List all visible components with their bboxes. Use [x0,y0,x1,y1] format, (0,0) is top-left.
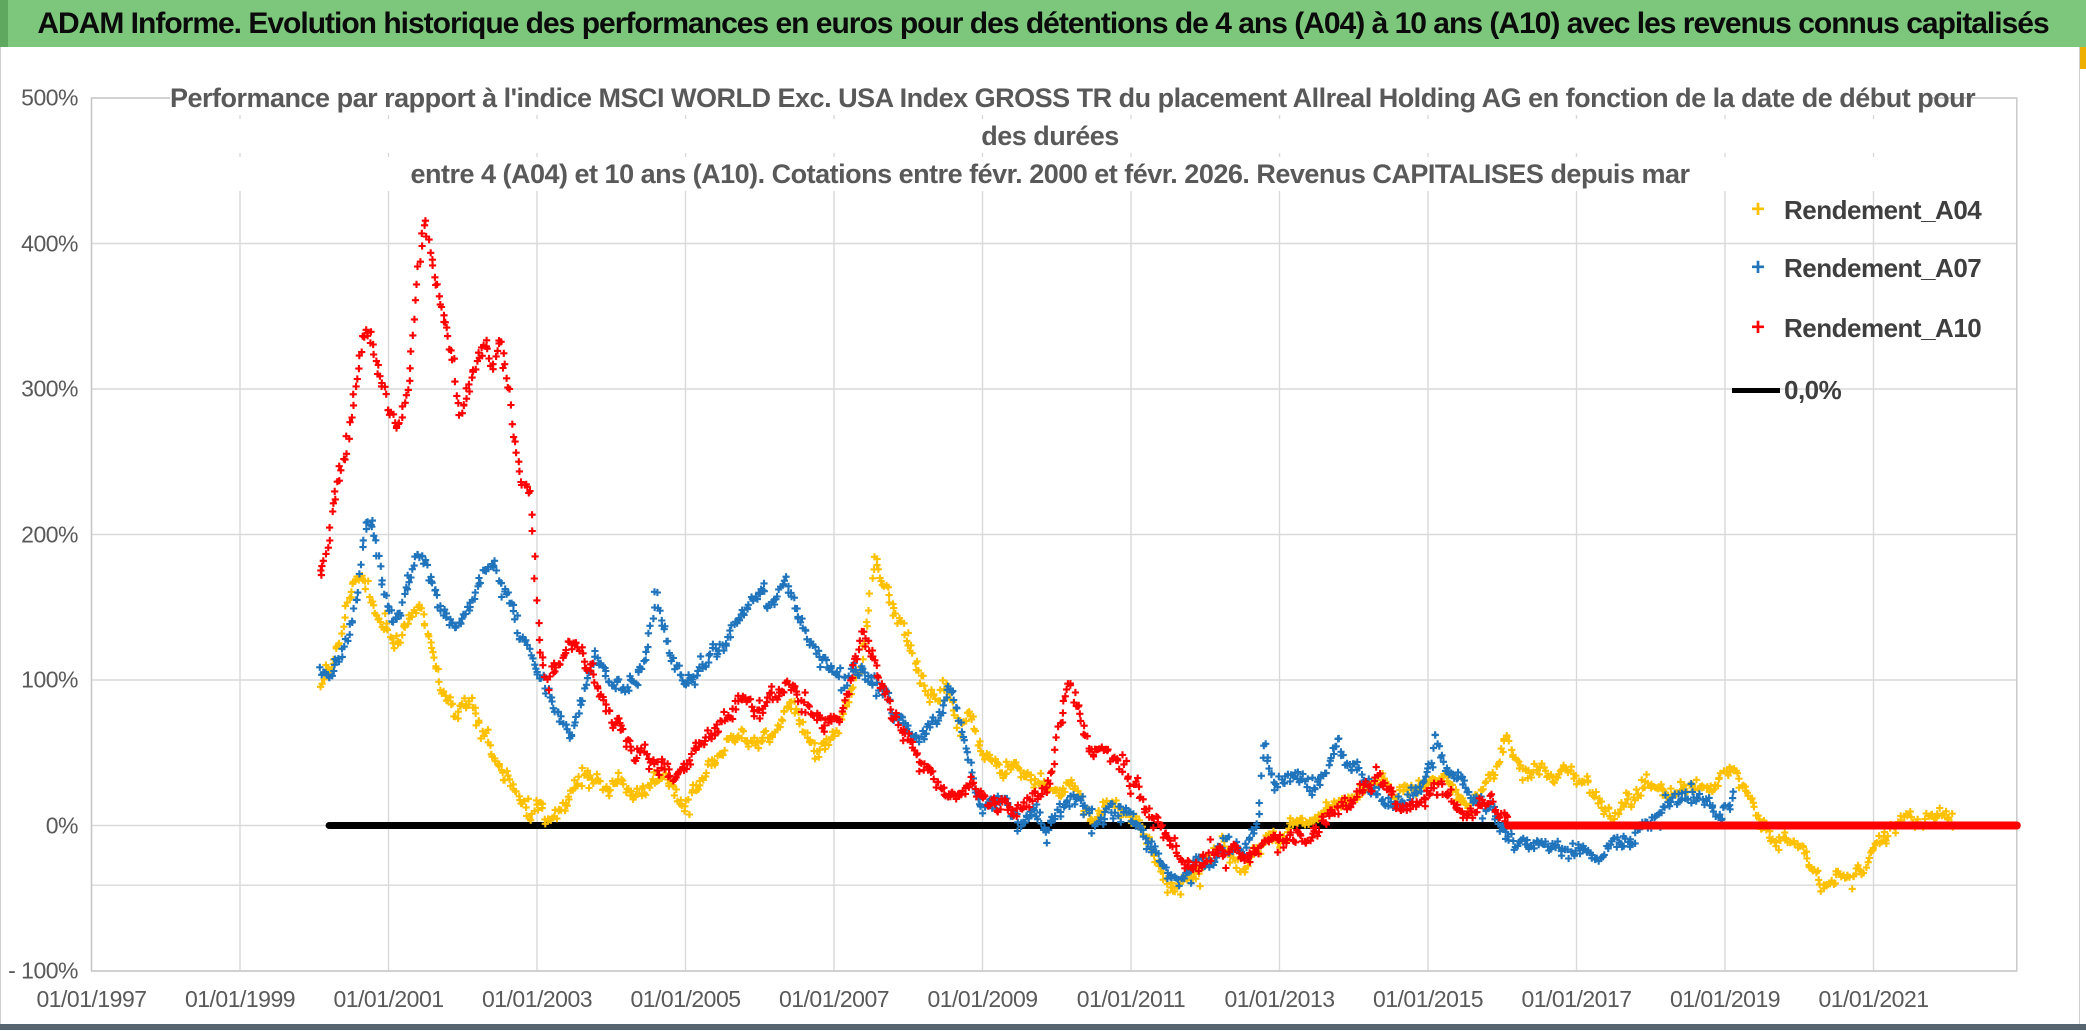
plus-marker-icon: + [1750,196,1765,223]
x-tick-label: 01/01/1997 [36,986,147,1012]
legend-item-rendement-a07: + Rendement_A07 [1732,251,1982,285]
y-tick-label: 0% [45,812,79,838]
legend-label: Rendement_A04 [1784,194,1982,225]
report-title: ADAM Informe. Evolution historique des p… [37,6,2049,40]
y-tick-label: 200% [21,521,78,547]
page-bottom-bar [0,1024,2086,1030]
zero-line-swatch [1732,387,1780,393]
y-tick-label: 500% [21,84,78,111]
chart-area [1,47,2079,1024]
legend-item-0-0-: 0,0% [1732,373,1842,407]
x-tick-label: 01/01/2015 [1372,986,1484,1012]
legend-label: Rendement_A07 [1784,252,1982,283]
x-tick-label: 01/01/2001 [333,986,444,1012]
x-tick-label: 01/01/2009 [927,986,1038,1012]
chart-outer-border-right [2079,47,2080,1024]
chart-title-line-1: Performance par rapport à l'indice MSCI … [170,81,1976,115]
x-tick-label: 01/01/2017 [1521,986,1632,1012]
plus-marker-icon: + [1750,314,1765,341]
legend-label: 0,0% [1784,374,1842,405]
legend-label: Rendement_A10 [1784,312,1982,343]
x-tick-label: 01/01/2005 [630,986,741,1012]
x-tick-label: 01/01/2019 [1669,986,1781,1012]
y-tick-label: 100% [21,666,78,693]
x-tick-label: 01/01/2003 [481,986,593,1012]
x-tick-label: 01/01/2013 [1224,986,1335,1012]
x-tick-label: 01/01/2021 [1818,986,1929,1012]
x-tick-label: 01/01/1999 [184,986,296,1012]
legend-item-rendement-a04: + Rendement_A04 [1732,193,1982,227]
y-tick-label: 300% [21,375,78,402]
legend-item-rendement-a10: + Rendement_A10 [1732,311,1982,345]
x-tick-label: 01/01/2011 [1076,986,1186,1012]
x-tick-label: 01/01/2007 [778,986,890,1012]
report-banner: ADAM Informe. Evolution historique des p… [0,0,2086,47]
chart-title-line-2: des durées [170,119,1930,153]
y-tick-label: - 100% [8,957,78,984]
chart-title-line-3: entre 4 (A04) et 10 ans (A10). Cotations… [170,157,1930,191]
plus-marker-icon: + [1750,254,1765,281]
y-tick-label: 400% [21,230,78,256]
banner-left-edge [0,0,8,47]
chart-outer-border-left [0,47,1,1024]
